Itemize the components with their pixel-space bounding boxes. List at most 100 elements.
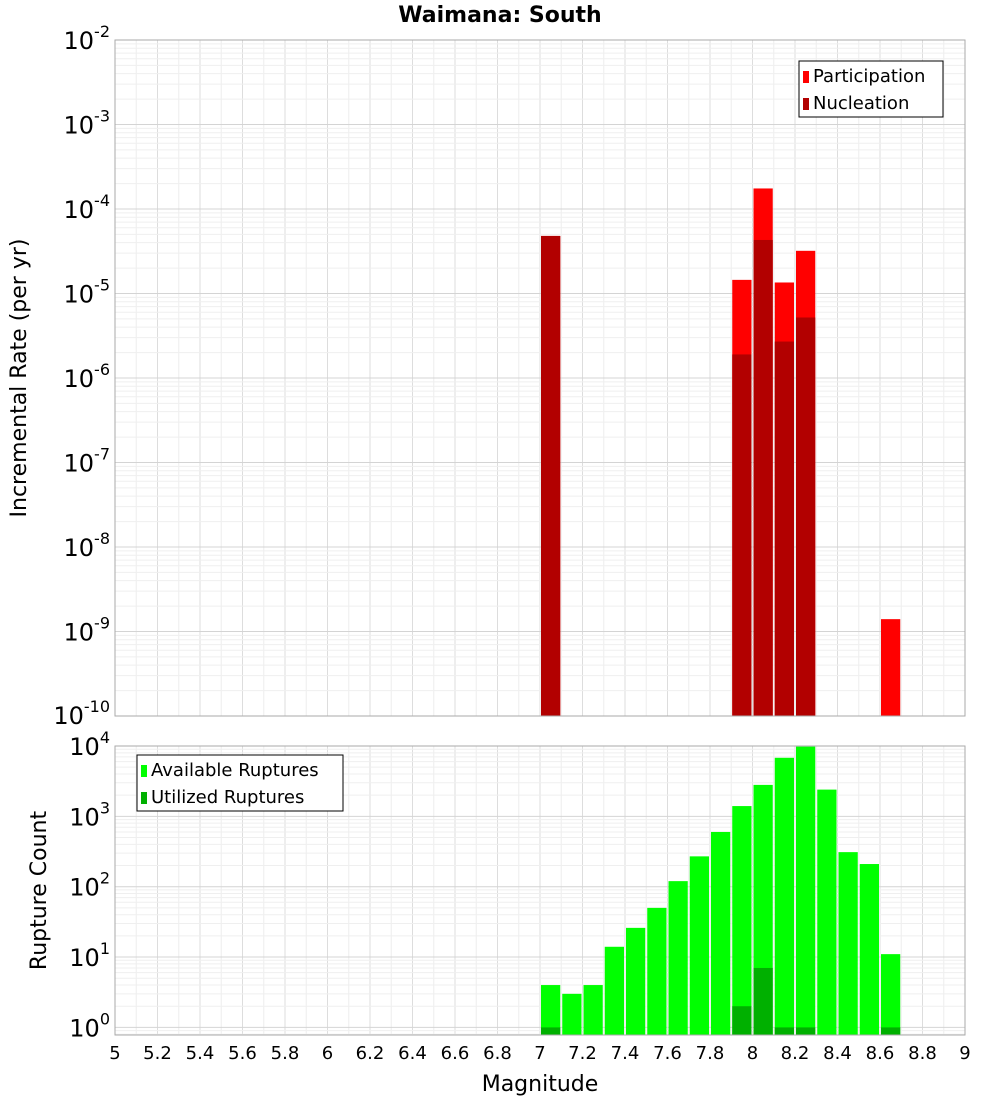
y-tick-label: 10-8 [64,529,111,562]
y-tick-label: 10-2 [64,22,111,55]
y-tick-base: 10 [69,733,100,761]
y-tick-exponent: -8 [94,529,110,548]
bar-available-ruptures [583,985,603,1035]
x-tick-label: 5.6 [228,1043,257,1064]
x-tick-label: 7.2 [568,1043,597,1064]
bar-available-ruptures [689,856,709,1035]
x-tick-label: 7.8 [696,1043,725,1064]
bar-participation [881,619,901,716]
y-tick-base: 10 [64,281,95,309]
y-tick-exponent: 0 [100,1009,110,1028]
x-tick-label: 8.4 [823,1043,852,1064]
y-tick-base: 10 [64,365,95,393]
y-axis-label: Incremental Rate (per yr) [7,239,32,518]
legend-box [798,60,944,118]
y-tick-exponent: 1 [100,939,110,958]
bar-nucleation [541,235,561,716]
bar-utilized-ruptures [881,1027,901,1035]
y-tick-base: 10 [64,619,95,647]
bar-utilized-ruptures [774,1027,794,1035]
bar-available-ruptures [732,806,752,1035]
bar-nucleation [796,317,816,716]
y-tick-base: 10 [69,1014,100,1042]
x-tick-label: 8 [747,1043,758,1064]
bar-utilized-ruptures [732,1006,752,1035]
bar-available-ruptures [562,993,582,1035]
x-tick-label: 6.4 [398,1043,427,1064]
x-tick-label: 5.4 [186,1043,215,1064]
y-tick-exponent: -7 [94,445,110,464]
y-tick-label: 10-9 [64,614,111,647]
bar-available-ruptures [668,881,688,1035]
x-tick-label: 6.2 [356,1043,385,1064]
x-tick-label: 5.2 [143,1043,172,1064]
legend-swatch [803,98,809,110]
x-tick-label: 7.4 [611,1043,640,1064]
x-tick-label: 8.2 [781,1043,810,1064]
bar-utilized-ruptures [541,1027,561,1035]
bar-available-ruptures [817,789,837,1035]
bar-available-ruptures [647,907,667,1035]
y-tick-base: 10 [64,112,95,140]
y-tick-exponent: -6 [94,360,110,379]
x-tick-label: 8.6 [866,1043,895,1064]
bar-available-ruptures [626,927,646,1035]
chart-title: Waimana: South [398,3,601,28]
x-tick-label: 7 [534,1043,545,1064]
y-tick-label: 10-10 [53,697,110,730]
bar-nucleation [774,341,794,716]
x-axis-label: Magnitude [482,1072,599,1097]
y-tick-exponent: -4 [94,191,110,210]
y-tick-label: 100 [69,1009,110,1042]
x-tick-label: 8.8 [908,1043,937,1064]
y-tick-label: 102 [69,869,110,902]
legend-label: Participation [813,66,925,87]
bar-available-ruptures [859,864,879,1035]
y-tick-exponent: -10 [84,697,110,716]
legend-label: Nucleation [813,93,909,114]
y-tick-label: 10-6 [64,360,111,393]
y-tick-exponent: -3 [94,107,110,126]
y-tick-label: 104 [69,728,110,761]
y-tick-label: 10-7 [64,445,111,478]
legend-label: Utilized Ruptures [151,787,304,808]
y-tick-exponent: -9 [94,614,110,633]
legend-swatch [141,765,147,777]
y-tick-base: 10 [64,534,95,562]
y-tick-base: 10 [69,803,100,831]
y-tick-base: 10 [64,27,95,55]
x-tick-label: 9 [959,1043,970,1064]
y-tick-exponent: 4 [100,728,110,747]
plot-frame-1 [114,39,966,717]
x-tick-label: 7.6 [653,1043,682,1064]
bar-nucleation [732,354,752,716]
y-tick-label: 101 [69,939,110,972]
y-tick-base: 10 [64,196,95,224]
bar-utilized-ruptures [753,967,773,1035]
y-tick-base: 10 [64,450,95,478]
legend-swatch [141,792,147,804]
legend-label: Available Ruptures [151,760,319,781]
y-tick-exponent: -5 [94,276,110,295]
x-tick-label: 6 [322,1043,333,1064]
legend-box [136,754,344,812]
y-tick-label: 10-5 [64,276,111,309]
bar-available-ruptures [881,954,901,1035]
bar-available-ruptures [711,831,731,1035]
plot-frame-2 [114,745,966,1036]
y-tick-label: 103 [69,798,110,831]
legend-swatch [803,71,809,83]
x-tick-label: 6.6 [441,1043,470,1064]
y-tick-exponent: 3 [100,798,110,817]
y-tick-label: 10-4 [64,191,111,224]
bar-available-ruptures [604,946,624,1035]
bar-available-ruptures [774,757,794,1035]
y-tick-base: 10 [69,944,100,972]
y-axis-label: Rupture Count [27,811,52,971]
bar-available-ruptures [838,852,858,1035]
bar-available-ruptures [796,746,816,1035]
y-tick-exponent: -2 [94,22,110,41]
x-tick-label: 6.8 [483,1043,512,1064]
